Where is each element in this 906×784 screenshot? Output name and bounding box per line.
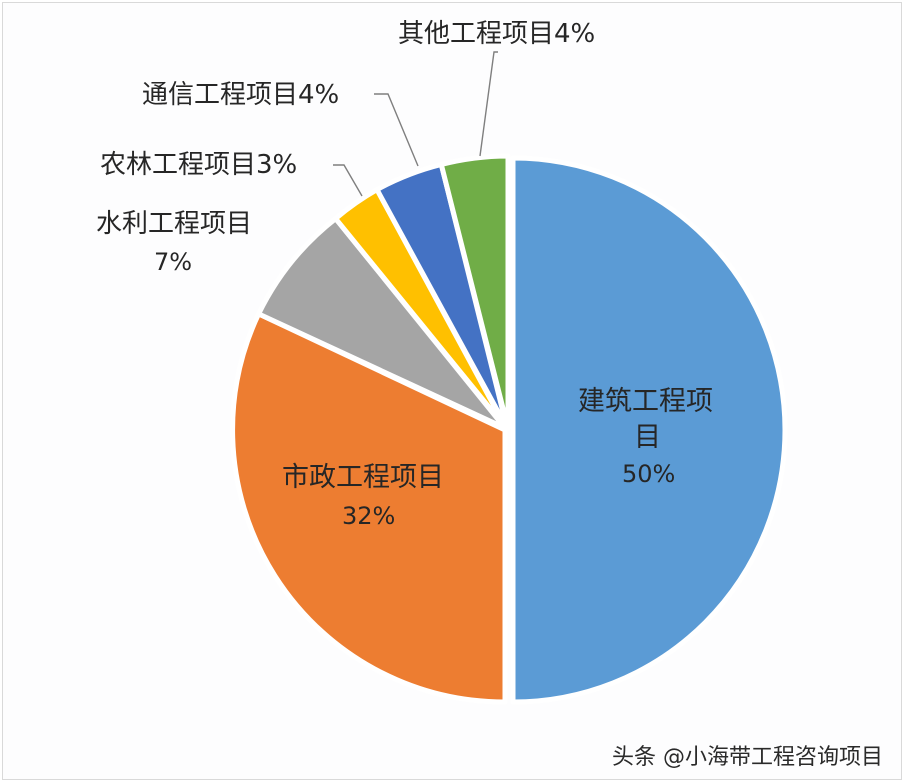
label-jianzhu-line2: 目	[634, 422, 661, 453]
label-jianzhu-line1: 建筑工程项	[578, 386, 713, 417]
leader-line-tongxin	[374, 93, 419, 167]
leader-line-nonglin	[333, 164, 363, 197]
label-shuili-pct: 7%	[154, 248, 192, 276]
slice-shizheng[interactable]	[230, 311, 508, 705]
label-nonglin: 农林工程项目3%	[100, 150, 297, 180]
label-shizheng-pct: 32%	[342, 502, 395, 530]
label-shizheng-name: 市政工程项目	[282, 462, 444, 493]
label-jianzhu-pct: 50%	[622, 460, 675, 488]
slice-jianzhu[interactable]	[510, 155, 788, 705]
watermark-text: 头条 @小海带工程咨询项目	[612, 745, 883, 770]
leader-line-qita	[479, 51, 498, 157]
label-shuili-name: 水利工程项目	[96, 209, 252, 239]
label-tongxin: 通信工程项目4%	[142, 80, 339, 110]
label-qita: 其他工程项目4%	[398, 19, 595, 49]
slice-qita[interactable]	[438, 153, 511, 431]
